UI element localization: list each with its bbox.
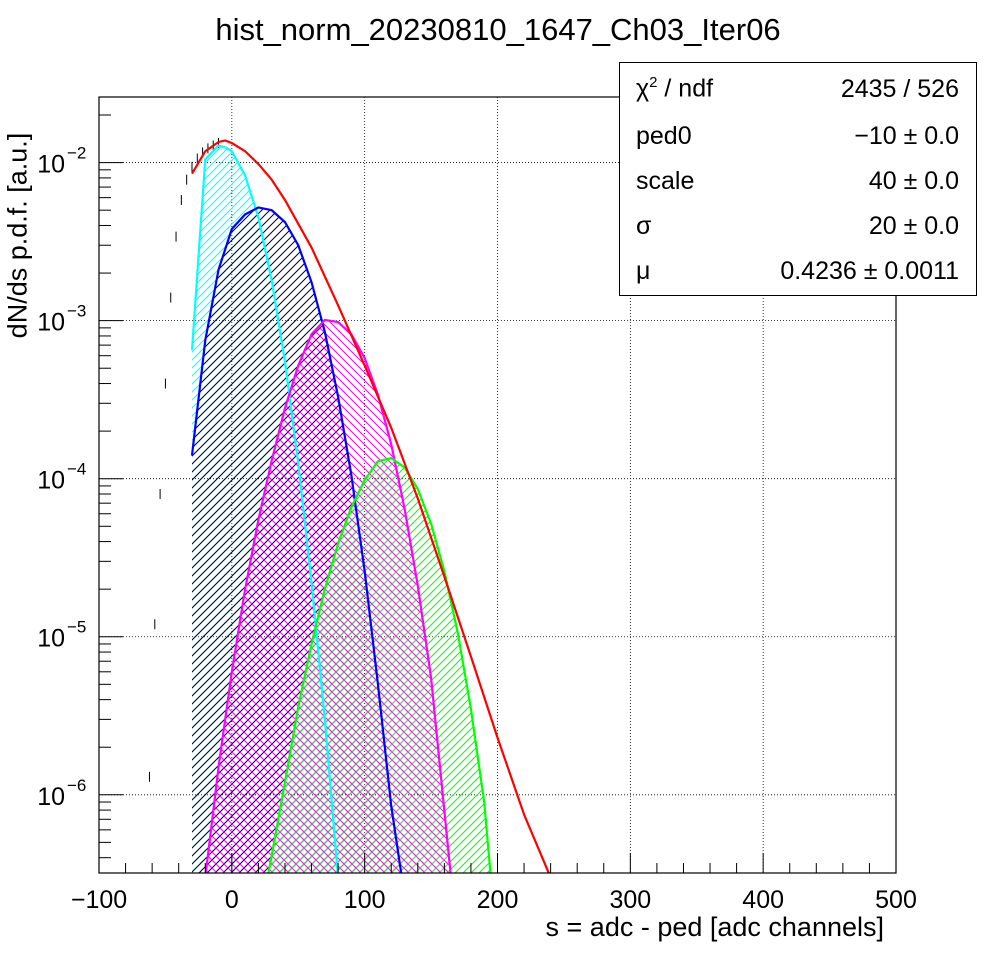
stats-box: χ2 / ndf 2435 / 526 ped0 −10 ± 0.0 scale… [619, 62, 977, 296]
y-tick-exponent: −5 [67, 618, 86, 637]
y-tick-label: 10 [37, 783, 65, 811]
stats-label: σ [636, 211, 652, 240]
y-axis: 10−610−510−410−310−2 [37, 114, 123, 859]
y-tick-label: 10 [37, 309, 65, 337]
y-axis-label: dN/ds p.d.f. [a.u.] [2, 132, 33, 339]
x-tick-label: 500 [875, 886, 917, 914]
chart-title: hist_norm_20230810_1647_Ch03_Iter06 [215, 12, 781, 47]
y-tick-exponent: −6 [67, 776, 86, 795]
y-tick-label: 10 [37, 467, 65, 495]
x-axis: −100 0 100 200 300 400 500 [71, 853, 917, 914]
x-tick-label: 300 [609, 886, 651, 914]
x-tick-label: 400 [742, 886, 784, 914]
stats-value: −10 ± 0.0 [854, 121, 959, 150]
series-line [190, 144, 339, 873]
y-tick-label: 10 [37, 151, 65, 179]
stats-row: ped0 −10 ± 0.0 [636, 116, 959, 156]
x-axis-label: s = adc - ped [adc channels] [545, 912, 884, 942]
series-line [267, 456, 492, 873]
y-tick-exponent: −2 [67, 144, 86, 163]
stats-value: 0.4236 ± 0.0011 [780, 256, 959, 285]
y-tick-exponent: −4 [67, 460, 86, 479]
stats-row: σ 20 ± 0.0 [636, 206, 959, 246]
stats-label: μ [636, 256, 651, 285]
x-tick-label: −100 [71, 886, 127, 914]
series-line [204, 318, 452, 873]
stats-label: ped0 [636, 121, 692, 150]
stats-row: scale 40 ± 0.0 [636, 161, 959, 201]
component-fill [267, 458, 491, 873]
series-line [190, 206, 403, 873]
y-tick-exponent: −3 [67, 302, 86, 321]
series-line [191, 139, 550, 873]
x-tick-label: 100 [344, 886, 386, 914]
stats-row: χ2 / ndf 2435 / 526 [636, 69, 959, 109]
stats-label: scale [636, 166, 695, 195]
stats-value: 20 ± 0.0 [868, 211, 959, 240]
x-tick-label: 0 [225, 886, 239, 914]
stats-value: 40 ± 0.0 [868, 166, 959, 195]
x-tick-label: 200 [477, 886, 519, 914]
y-tick-label: 10 [37, 625, 65, 653]
stats-row: μ 0.4236 ± 0.0011 [636, 251, 959, 291]
stats-value: 2435 / 526 [840, 74, 959, 103]
stats-label: χ2 / ndf [636, 74, 714, 103]
